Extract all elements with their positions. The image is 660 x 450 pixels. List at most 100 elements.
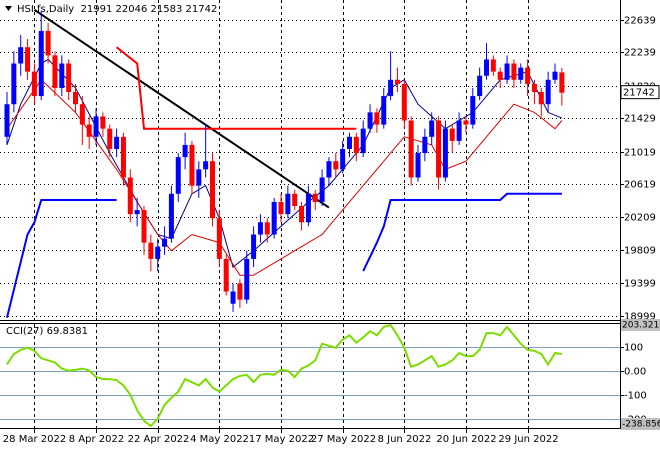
y-tick-label: 20619 xyxy=(624,180,656,191)
candle-body xyxy=(531,83,537,93)
candle-body xyxy=(271,201,277,235)
candle-body xyxy=(511,63,517,80)
candle-body xyxy=(182,144,188,158)
range-box xyxy=(621,418,660,430)
candle-body xyxy=(18,47,24,64)
candle-body xyxy=(285,193,291,215)
x-tick-label: 4 May 2022 xyxy=(190,434,249,445)
candle-body xyxy=(278,201,284,215)
candle-body xyxy=(504,63,510,80)
candle-body xyxy=(4,104,10,137)
candle-body xyxy=(525,67,531,84)
candle-body xyxy=(477,75,483,97)
candle-body xyxy=(59,63,65,88)
candle-body xyxy=(456,120,462,141)
candle-body xyxy=(189,144,195,186)
candle-body xyxy=(79,104,85,125)
candle-body xyxy=(31,71,37,97)
candle-body xyxy=(422,136,428,154)
y-tick-label: 100 xyxy=(624,343,643,354)
candle-body xyxy=(463,120,469,125)
candle-body xyxy=(162,238,168,247)
x-tick-label: 8 Apr 2022 xyxy=(69,434,124,445)
candle-body xyxy=(196,169,202,186)
price-box xyxy=(620,85,660,100)
candle-body xyxy=(127,177,133,215)
candle-body xyxy=(251,234,257,259)
candle-body xyxy=(552,71,558,80)
candle-body xyxy=(52,55,58,88)
candle-body xyxy=(155,246,161,259)
indicator-line xyxy=(115,46,357,130)
y-tick-label: 19809 xyxy=(624,246,656,257)
candle-body xyxy=(292,193,298,207)
candle-body xyxy=(497,71,503,80)
candle-body xyxy=(305,193,311,223)
candle-body xyxy=(175,157,181,194)
indicator-line xyxy=(6,79,563,276)
candle-body xyxy=(326,161,332,178)
candle-body xyxy=(100,116,106,129)
x-tick-label: 28 Mar 2022 xyxy=(3,434,66,445)
range-box xyxy=(621,319,660,331)
y-tick-label: 22239 xyxy=(624,48,656,59)
chart-title: HSI.fs,Daily 21991 22046 21583 21742 xyxy=(17,4,217,15)
candle-body xyxy=(134,210,140,215)
y-tick-label: 21429 xyxy=(624,114,656,125)
candle-body xyxy=(264,222,270,235)
candle-body xyxy=(429,120,435,137)
candle-body xyxy=(360,128,366,154)
candle-body xyxy=(257,222,263,235)
x-tick-label: 22 Apr 2022 xyxy=(128,434,190,445)
candle-body xyxy=(394,79,400,84)
candle-body xyxy=(319,177,325,202)
menu-triangle xyxy=(5,6,12,11)
candle-body xyxy=(442,128,448,178)
candle-body xyxy=(545,79,551,105)
candle-body xyxy=(141,210,147,243)
candle-body xyxy=(168,193,174,239)
candle-body xyxy=(216,218,222,259)
candle-body xyxy=(66,63,72,93)
candle-body xyxy=(470,96,476,125)
indicator-title: CCI(27) 69.8381 xyxy=(6,326,88,337)
y-tick-label: 21019 xyxy=(624,148,656,159)
candle-body xyxy=(374,112,380,125)
candle-body xyxy=(312,193,318,202)
candle-body xyxy=(436,120,442,178)
candle-body xyxy=(45,30,51,56)
candle-body xyxy=(381,96,387,125)
plot xyxy=(4,8,565,428)
candle-body xyxy=(490,59,496,72)
x-tick-label: 27 May 2022 xyxy=(311,434,376,445)
price-label: 21742 xyxy=(623,88,655,99)
y-tick-label: 20209 xyxy=(624,213,656,224)
candle-body xyxy=(518,67,524,80)
cci-line xyxy=(6,323,563,428)
candle-body xyxy=(538,92,544,105)
indicator-line xyxy=(362,192,562,272)
candle-body xyxy=(86,124,92,137)
candle-body xyxy=(333,161,339,170)
candle-body xyxy=(11,63,17,105)
candle-body xyxy=(203,161,209,170)
y-tick-label: 22639 xyxy=(624,16,656,27)
candle-body xyxy=(299,206,305,223)
candle-body xyxy=(244,258,250,300)
indicator-line xyxy=(6,199,117,318)
candle-body xyxy=(415,153,421,178)
candle-body xyxy=(388,79,394,97)
candle-body xyxy=(340,149,346,170)
candle-body xyxy=(148,242,154,259)
x-tick-label: 29 Jun 2022 xyxy=(498,434,558,445)
indicator-line xyxy=(33,8,330,209)
candle-body xyxy=(73,92,78,105)
candle-body xyxy=(223,258,229,292)
x-tick-label: 8 Jun 2022 xyxy=(378,434,432,445)
candle-body xyxy=(449,128,455,141)
candle-body xyxy=(353,136,359,154)
candle-body xyxy=(93,116,99,137)
candle-body xyxy=(484,59,489,76)
